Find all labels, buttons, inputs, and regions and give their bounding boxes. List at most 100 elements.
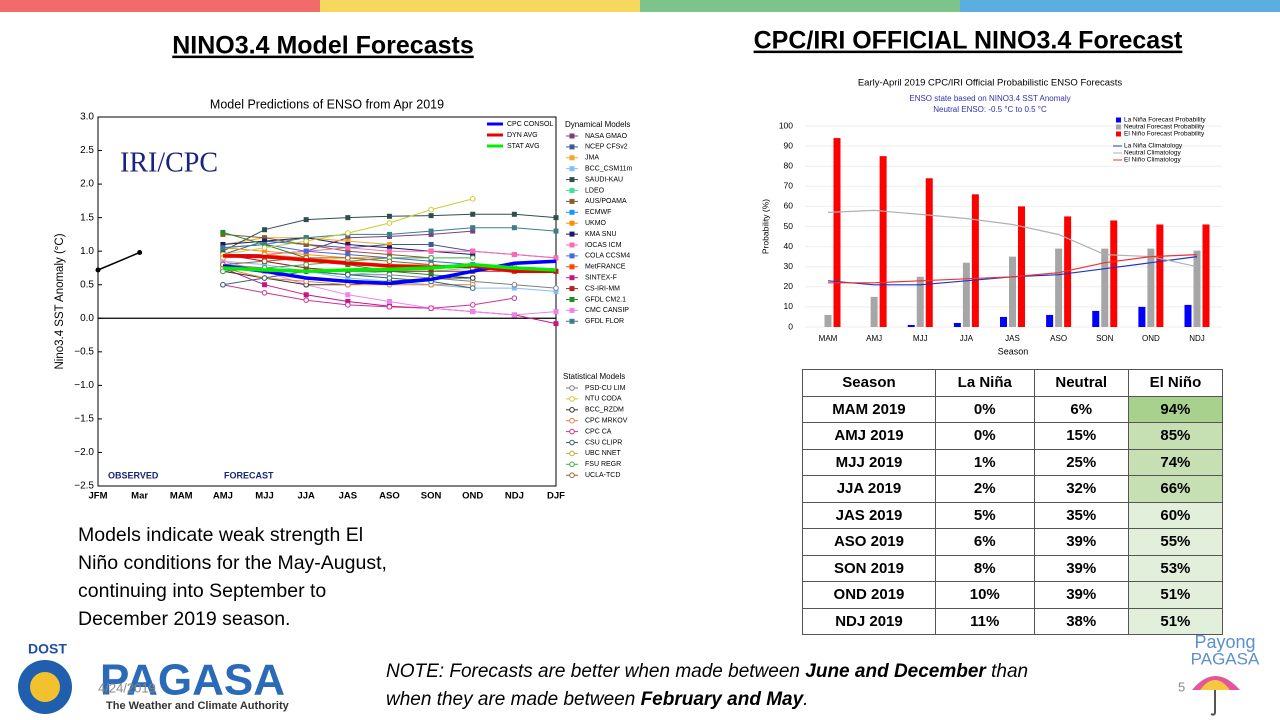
note-part: . (803, 689, 808, 710)
chart-subtitle: ENSO state based on NINO3.4 SST Anomaly (909, 94, 1070, 103)
description: Models indicate weak strength El (78, 524, 363, 546)
legend-swatch (1116, 117, 1121, 123)
chart-title: Early-April 2019 CPC/IRI Official Probab… (858, 78, 1123, 89)
x-tick-label: JJA (297, 491, 315, 502)
x-tick-label: JAS (339, 491, 357, 502)
point (511, 211, 517, 217)
point (511, 312, 517, 318)
point (553, 321, 559, 327)
table-cell: 35% (1033, 501, 1129, 529)
legend-label: AUS/POAMA (585, 198, 627, 205)
point (345, 248, 351, 254)
x-tick-label: MJJ (255, 491, 273, 502)
table-cell: MAM 2019 (802, 395, 936, 423)
bar (953, 322, 961, 327)
y-tick-label: 20 (784, 281, 794, 291)
date: 4/24/2019 (98, 680, 156, 695)
point (428, 248, 434, 254)
agency-logo: PAGASA (100, 656, 285, 705)
left-title: NINO3.4 Model Forecasts (172, 32, 473, 60)
x-tick-label: JJA (960, 334, 974, 343)
point (95, 267, 101, 273)
point (262, 238, 268, 244)
point (386, 213, 392, 219)
point (386, 220, 393, 226)
legend-label: BCC_CSM11m (585, 166, 632, 173)
table-cell: ASO 2019 (802, 528, 936, 556)
x-tick-label: MJJ (913, 334, 928, 343)
legend-label: La Niña Forecast Probability (1124, 117, 1206, 124)
legend-swatch (569, 264, 575, 270)
y-tick-label: 0.0 (80, 313, 94, 324)
legend-swatch (569, 407, 575, 413)
header-cell: La Niña (934, 369, 1035, 397)
payong-logo: PAGASA (1191, 649, 1260, 668)
point (262, 227, 268, 233)
x-tick-label: AMJ (213, 491, 233, 502)
table-cell: 2% (934, 475, 1035, 503)
description: December 2019 season. (78, 608, 290, 630)
point (428, 241, 434, 247)
point (261, 275, 268, 281)
point (345, 299, 351, 304)
point (303, 261, 309, 268)
point (386, 241, 392, 247)
bar (1184, 304, 1192, 327)
y-tick-label: 80 (784, 160, 794, 170)
point (303, 217, 309, 223)
page-number: 5 (1178, 679, 1185, 694)
point (470, 225, 476, 231)
table-row: OND 2019 10% 39% 51% (802, 581, 1224, 609)
table-cell: 11% (934, 607, 1035, 635)
x-tick-label: NDJ (505, 491, 524, 502)
point (345, 275, 351, 281)
x-tick-label: Mar (131, 491, 148, 502)
point (469, 196, 476, 202)
legend-label: UBC NNET (585, 450, 622, 457)
forecast-table: Season La Niña Neutral El Niño MAM 2019 0% 6% 9… (802, 369, 1224, 635)
note-part: NOTE: Forecasts are better when made bet… (386, 661, 805, 682)
bar (824, 314, 832, 327)
point (303, 292, 309, 298)
legend-swatch (569, 242, 575, 248)
legend-swatch (569, 155, 575, 161)
y-tick-label: −1.0 (74, 380, 94, 391)
y-tick-label: 1.5 (80, 212, 94, 223)
stripe (960, 0, 1280, 12)
point (261, 289, 268, 296)
bar (870, 296, 878, 327)
y-tick-label: 2.5 (80, 145, 94, 156)
table-cell: 39% (1033, 554, 1129, 582)
table-cell: NDJ 2019 (802, 607, 936, 635)
legend-group: Statistical Models (563, 372, 625, 381)
note-part: February and May (641, 689, 805, 710)
table-cell: 39% (1033, 528, 1129, 556)
table-cell: AMJ 2019 (802, 422, 936, 450)
stripe (640, 0, 960, 12)
y-tick-label: 0 (788, 321, 793, 331)
point (261, 245, 268, 251)
legend-label: Neutral Climatology (1124, 150, 1181, 157)
legend-swatch (569, 253, 575, 259)
point (553, 309, 559, 315)
point (469, 255, 476, 261)
legend-label: NTU CODA (585, 396, 622, 403)
logo-sun (30, 672, 60, 702)
point (345, 252, 351, 258)
y-tick-label: 90 (784, 140, 794, 150)
umbrella (1200, 680, 1230, 690)
point (470, 211, 476, 217)
legend-label: GFDL FLOR (585, 318, 624, 325)
legend-swatch (569, 220, 575, 226)
legend-label: FSU REGR (585, 461, 621, 468)
bar (1018, 206, 1025, 327)
x-tick-label: JFM (89, 491, 108, 502)
legend-swatch (569, 396, 575, 402)
point (428, 255, 434, 261)
x-tick-label: ASO (379, 491, 400, 502)
annotation: OBSERVED (108, 470, 159, 480)
bar (1202, 224, 1210, 327)
y-tick-label: 70 (784, 181, 794, 191)
note-part: June and December (805, 661, 987, 682)
header-cell: Season (802, 369, 936, 397)
